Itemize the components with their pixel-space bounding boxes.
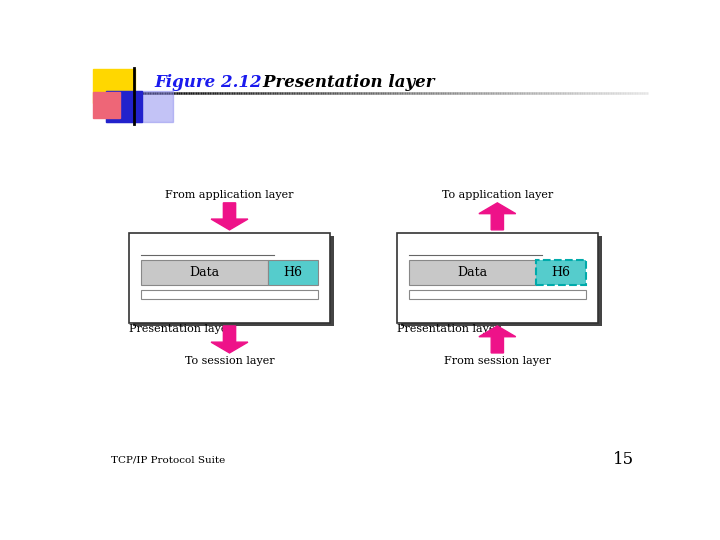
Text: To session layer: To session layer <box>185 356 274 366</box>
Text: H6: H6 <box>284 266 302 279</box>
Bar <box>106 91 173 122</box>
Text: Presentation layer: Presentation layer <box>129 324 233 334</box>
Text: Data: Data <box>189 266 220 279</box>
Bar <box>141 291 318 299</box>
Text: H6: H6 <box>552 266 570 279</box>
Text: From application layer: From application layer <box>166 190 294 199</box>
Bar <box>401 236 602 326</box>
Bar <box>93 92 120 118</box>
Text: Presentation layer: Presentation layer <box>240 74 434 91</box>
Bar <box>409 291 586 299</box>
Bar <box>129 233 330 322</box>
Text: Figure 2.12: Figure 2.12 <box>154 74 262 91</box>
Bar <box>269 260 318 285</box>
Text: To application layer: To application layer <box>441 190 553 199</box>
Bar <box>106 91 142 122</box>
Polygon shape <box>479 203 516 230</box>
Bar <box>133 236 334 326</box>
Text: 15: 15 <box>613 451 634 468</box>
Bar <box>93 69 135 103</box>
Bar <box>397 233 598 322</box>
Bar <box>409 260 536 285</box>
Polygon shape <box>211 326 248 353</box>
Text: Data: Data <box>457 266 487 279</box>
Bar <box>141 260 269 285</box>
Polygon shape <box>211 203 248 230</box>
Text: Presentation layer: Presentation layer <box>397 324 500 334</box>
Text: From session layer: From session layer <box>444 356 551 366</box>
Text: TCP/IP Protocol Suite: TCP/IP Protocol Suite <box>111 455 225 464</box>
Polygon shape <box>479 326 516 353</box>
Bar <box>536 260 586 285</box>
